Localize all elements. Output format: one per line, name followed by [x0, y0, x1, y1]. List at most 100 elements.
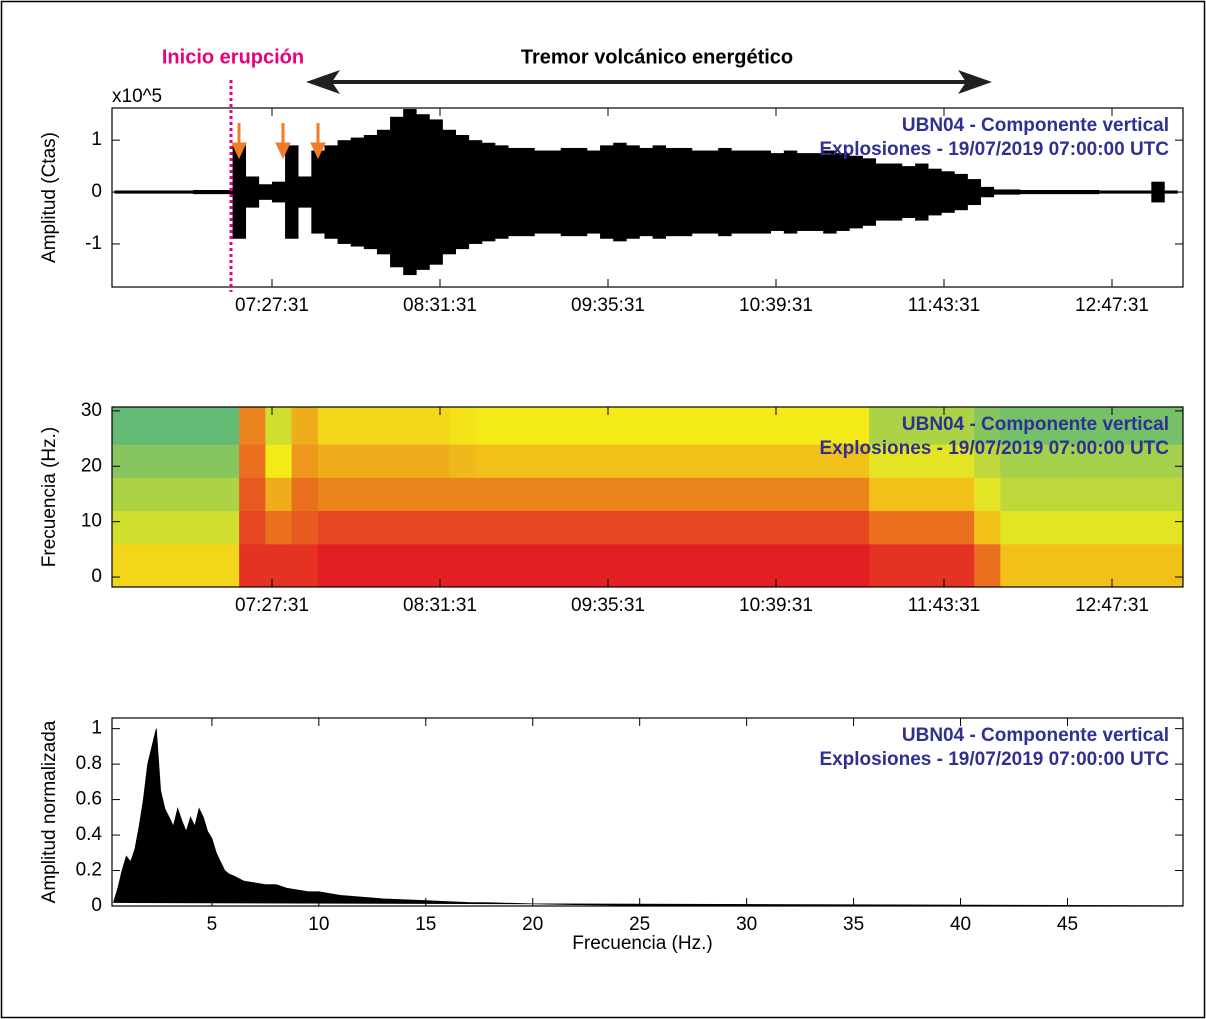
- spectrogram-cell: [317, 407, 345, 445]
- waveform-segment: [849, 155, 863, 229]
- spectrogram-cell: [370, 510, 398, 545]
- spectrogram-cell: [186, 543, 214, 587]
- spectrogram-cell: [527, 477, 555, 512]
- spectrogram-cell: [344, 543, 371, 587]
- x-tick-label: 20: [522, 914, 543, 935]
- waveform-segment: [324, 145, 338, 239]
- waveform-segment: [258, 184, 273, 200]
- spectrogram-cell: [816, 477, 844, 512]
- x-tick-label: 10:39:31: [739, 295, 813, 316]
- waveform-segment: [967, 179, 981, 206]
- waveform-segment: [1111, 190, 1126, 194]
- spectrogram-cell: [1026, 444, 1054, 478]
- spectrogram-cell: [1157, 477, 1183, 512]
- y-tick-label: 0.2: [76, 860, 102, 881]
- waveform-segment: [888, 163, 903, 221]
- arrow-head: [306, 70, 340, 94]
- spectrogram-cell: [396, 477, 424, 512]
- spectrogram-cell: [1157, 543, 1183, 587]
- waveform-segment: [1151, 181, 1165, 203]
- spectrogram-cell: [1131, 444, 1159, 478]
- spectrogram-cell: [160, 543, 188, 587]
- spectrogram-cell: [344, 407, 371, 445]
- spectrogram-cell: [606, 543, 634, 587]
- waveform-segment: [600, 145, 614, 239]
- spectrogram-cell: [1105, 543, 1133, 587]
- spectrogram-cell: [790, 510, 818, 545]
- spectrogram-cell: [737, 407, 765, 445]
- spectrogram-cell: [449, 510, 476, 545]
- x-tick-label: 11:43:31: [908, 595, 981, 616]
- spectrogram-cell: [685, 543, 713, 587]
- x-tick-label: 15: [415, 914, 436, 935]
- spectrogram-cell: [947, 407, 975, 445]
- waveform-segment: [285, 145, 299, 239]
- spectrogram-cell: [1157, 510, 1183, 545]
- plot-area: [112, 407, 1183, 587]
- waveform-segment: [901, 166, 916, 218]
- tremor-label: Tremor volcánico energético: [521, 46, 793, 68]
- y-tick-label: 0.4: [76, 824, 103, 845]
- spectrogram-cell: [842, 477, 870, 512]
- waveform-segment: [455, 134, 470, 250]
- spectrogram-cell: [816, 444, 844, 478]
- waveform-segment: [941, 171, 955, 213]
- spectrogram-cell: [449, 477, 476, 512]
- spectrogram-cell: [974, 477, 1001, 512]
- spectrogram-cell: [112, 407, 135, 445]
- spectrogram-cell: [475, 543, 503, 587]
- spectrogram-cell: [501, 477, 529, 512]
- waveform-segment: [678, 147, 693, 237]
- y-axis-label: Amplitud (Ctas): [39, 132, 60, 263]
- spectrogram-cell: [974, 510, 1001, 545]
- waveform-segment: [1059, 189, 1073, 195]
- spectrogram-cell: [554, 444, 581, 478]
- spectrogram-cell: [895, 477, 923, 512]
- spectrogram-cell: [1131, 543, 1159, 587]
- waveform-segment: [1125, 190, 1139, 194]
- spectrogram-cell: [606, 407, 634, 445]
- spectrogram-cell: [606, 477, 634, 512]
- spectrogram-cell: [685, 510, 713, 545]
- spectrogram-cell: [396, 543, 424, 587]
- spectrogram-cell: [212, 407, 240, 445]
- spectrogram-cell: [449, 407, 476, 445]
- spectrogram-cell: [764, 543, 791, 587]
- waveform-segment: [481, 142, 496, 242]
- spectrogram-cell: [554, 477, 581, 512]
- spectrogram-cell: [160, 477, 188, 512]
- spectrogram-cell: [764, 510, 791, 545]
- spectrogram-cell: [632, 477, 660, 512]
- plot-frame: [111, 406, 1184, 588]
- spectrogram-cell: [1026, 407, 1054, 445]
- plot-frame: [111, 107, 1184, 288]
- spectrogram-cell: [869, 510, 896, 545]
- y-tick-label: 0.8: [76, 753, 102, 774]
- spectrogram-cell: [112, 444, 135, 478]
- spectrogram-cell: [1079, 444, 1106, 478]
- waveform-segment: [836, 153, 850, 231]
- spectrogram-cell: [265, 407, 293, 445]
- spectrogram-cell: [1105, 407, 1133, 445]
- spectrogram-cell: [659, 477, 686, 512]
- spectrogram-cell: [134, 543, 161, 587]
- spectrogram-cell: [449, 444, 476, 478]
- y-tick-label: 30: [81, 400, 102, 421]
- arrow-head: [275, 142, 291, 160]
- plot-area: [114, 109, 1178, 276]
- spectrogram-cell: [475, 444, 503, 478]
- panel-title: UBN04 - Componente vertical: [902, 725, 1169, 746]
- spectrogram-cell: [134, 444, 161, 478]
- waveform-segment: [1020, 189, 1034, 195]
- spectrogram-cell: [527, 510, 555, 545]
- waveform-segment: [1033, 189, 1047, 195]
- spectrogram-cell: [160, 510, 188, 545]
- waveform-segment: [298, 176, 312, 208]
- spectrogram-cell: [685, 407, 713, 445]
- spectrogram-cell: [554, 543, 581, 587]
- spectrogram-cell: [580, 444, 608, 478]
- arrow-head: [958, 70, 992, 94]
- x-tick-label: 08:31:31: [403, 295, 477, 316]
- y-tick-label: -1: [85, 233, 102, 254]
